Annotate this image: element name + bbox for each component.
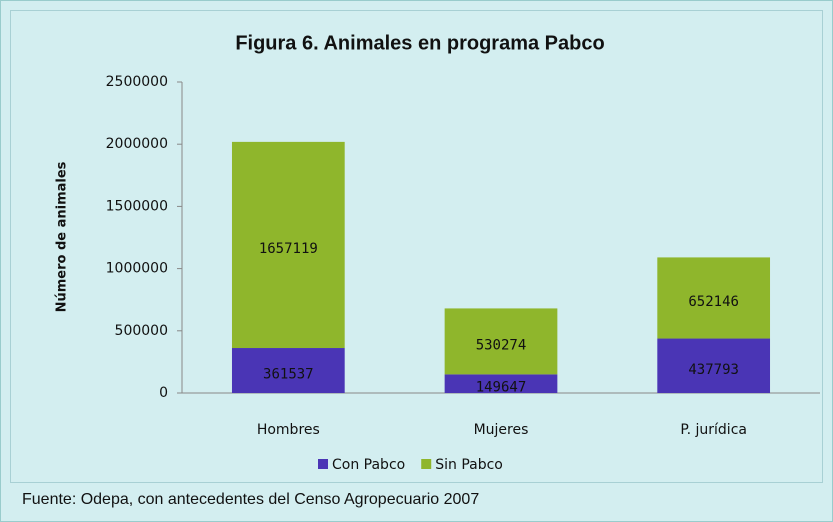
x-tick-label: P. jurídica — [680, 422, 747, 438]
y-tick-label: 1000000 — [106, 261, 168, 277]
legend-swatch — [318, 459, 328, 469]
bar-segment — [231, 141, 345, 349]
data-label: 652146 — [688, 294, 739, 310]
x-tick-label: Hombres — [257, 422, 320, 438]
chart-title: Figura 6. Animales en programa Pabco — [235, 32, 604, 54]
legend-label: Sin Pabco — [435, 457, 503, 473]
y-tick-label: 2000000 — [106, 136, 168, 152]
bar-segment — [444, 308, 558, 375]
data-label: 149647 — [476, 380, 527, 396]
data-label: 1657119 — [259, 241, 318, 257]
bar-segment — [231, 348, 345, 393]
bar-segment — [444, 374, 558, 393]
bar-segment — [657, 338, 771, 393]
x-tick-label: Mujeres — [474, 422, 529, 438]
y-tick-label: 1500000 — [106, 198, 168, 214]
data-label: 530274 — [476, 337, 527, 353]
data-label: 361537 — [263, 367, 314, 383]
y-axis-label: Número de animales — [55, 161, 70, 312]
y-tick-label: 2500000 — [106, 74, 168, 90]
chart-frame — [10, 10, 823, 483]
y-tick-label: 0 — [159, 385, 168, 401]
y-tick-label: 500000 — [115, 323, 168, 339]
legend-swatch — [421, 459, 432, 469]
legend-label: Con Pabco — [332, 457, 405, 473]
bar-segment — [657, 257, 771, 339]
source-note: Fuente: Odepa, con antecedentes del Cens… — [22, 491, 479, 508]
data-label: 437793 — [688, 362, 739, 378]
